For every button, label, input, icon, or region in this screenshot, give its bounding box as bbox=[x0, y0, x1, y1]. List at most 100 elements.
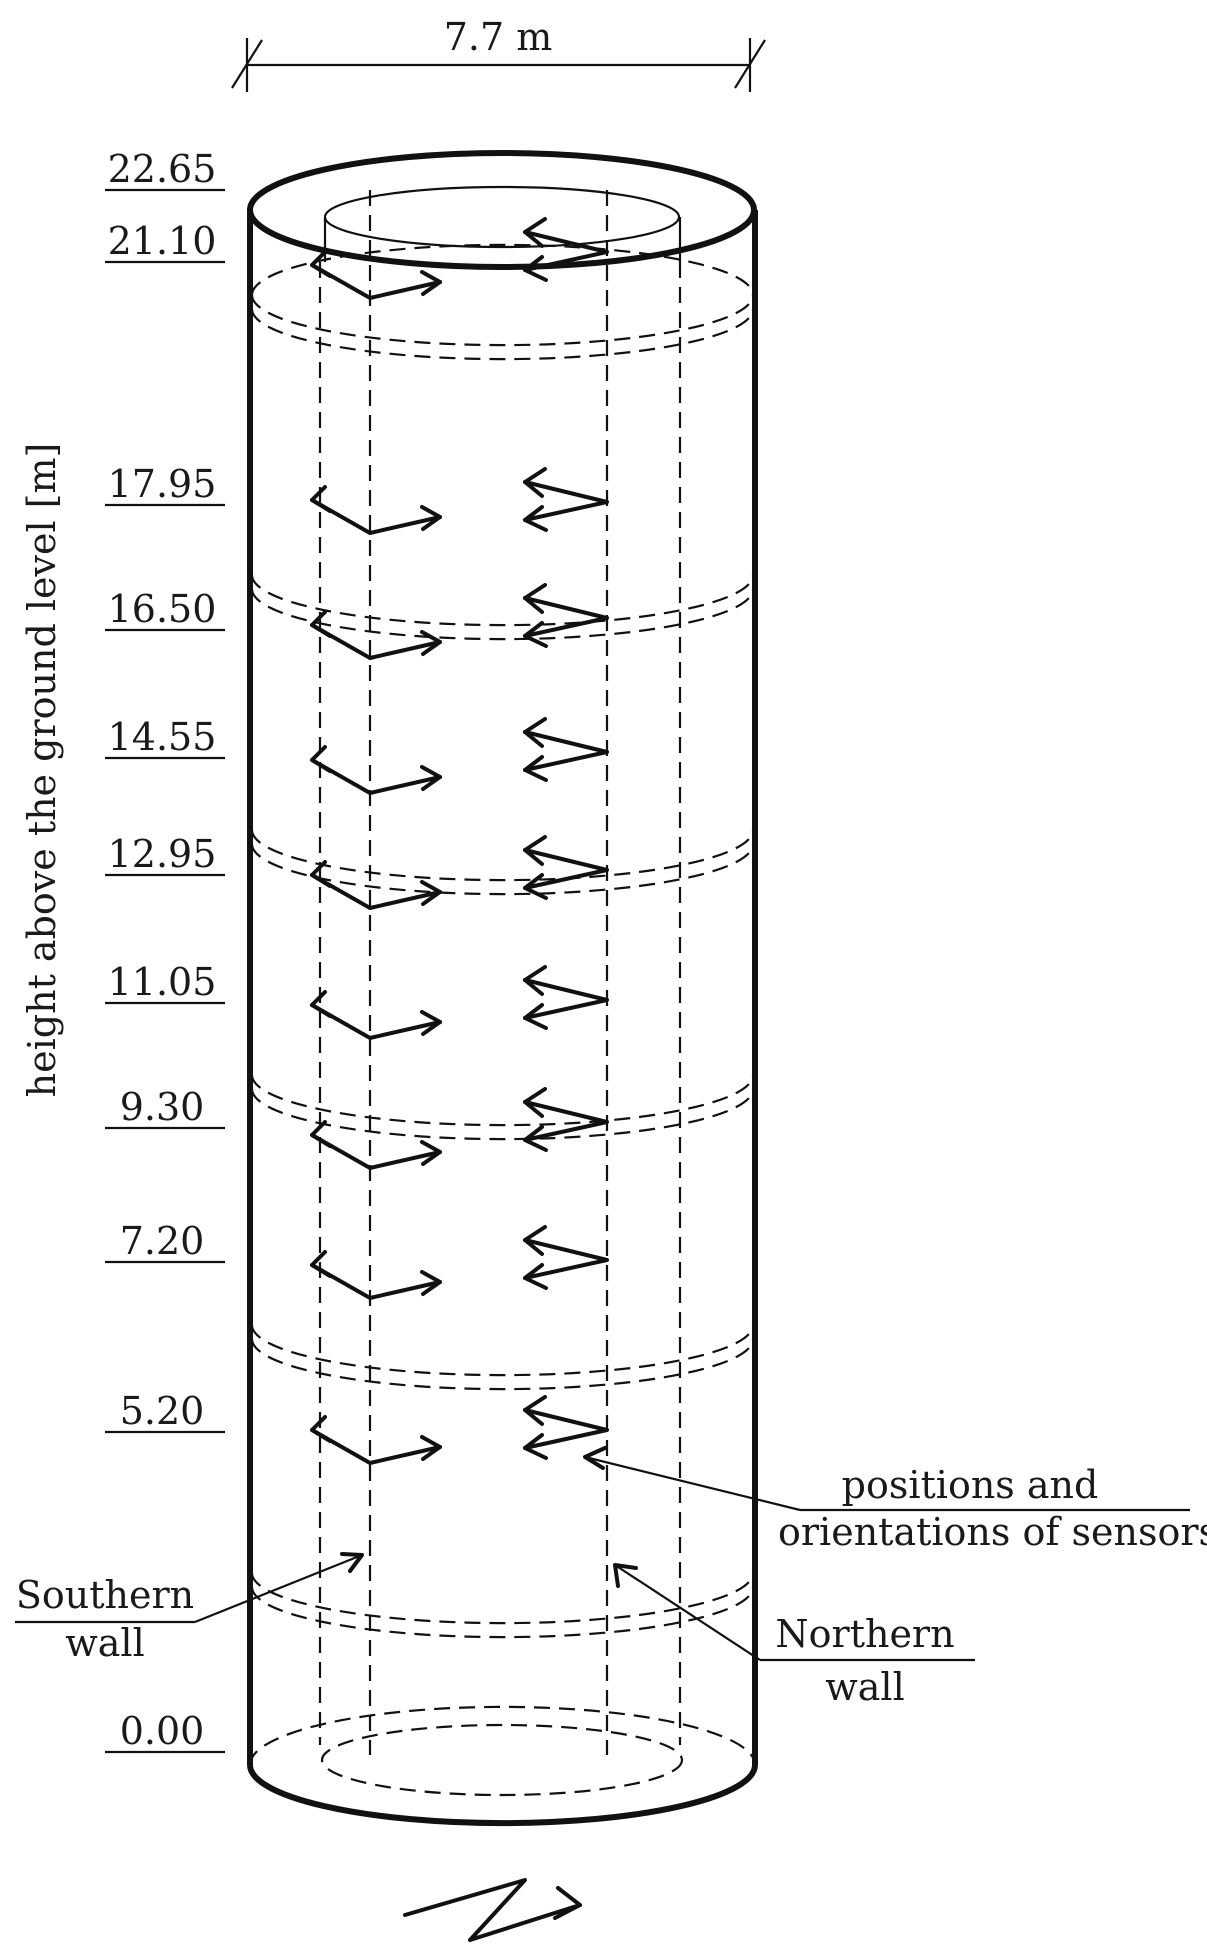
arrow-head bbox=[310, 860, 332, 888]
ring-band bbox=[250, 1338, 755, 1391]
sensor-arrow-south bbox=[310, 498, 442, 535]
level-label: 9.30 bbox=[120, 1085, 205, 1129]
sensor-arrow-north bbox=[523, 1408, 609, 1450]
arrow-head bbox=[523, 1263, 548, 1290]
arrow-head bbox=[310, 990, 332, 1018]
level-label: 21.10 bbox=[108, 219, 217, 263]
northern-label-line1: Northern bbox=[775, 1612, 954, 1656]
sensor-arrow-north bbox=[523, 848, 609, 890]
height-levels: 22.65 21.10 17.95 16.50 14.55 12.95 11.05 9.30 7… bbox=[105, 147, 225, 1754]
arrow-head bbox=[310, 485, 332, 513]
sensor-pair bbox=[310, 835, 609, 910]
northern-label-line2: wall bbox=[825, 1665, 905, 1709]
ring-band bbox=[250, 243, 755, 296]
sensor-pair bbox=[310, 583, 609, 660]
ring-band bbox=[250, 574, 755, 627]
ring-band bbox=[250, 294, 755, 347]
arrow-head bbox=[420, 270, 442, 296]
level-label: 7.20 bbox=[120, 1219, 205, 1263]
arrow-head bbox=[523, 873, 548, 900]
arrow-head bbox=[420, 1140, 442, 1166]
southern-label-line2: wall bbox=[65, 1621, 145, 1665]
ring-band bbox=[250, 829, 755, 882]
northern-wall-annotation: Northern wall bbox=[613, 1563, 975, 1709]
sensor-arrow-south bbox=[310, 758, 442, 795]
level-label: 14.55 bbox=[108, 715, 217, 759]
arrow-head bbox=[310, 745, 332, 773]
north-arrow-icon bbox=[403, 1878, 582, 1942]
arrow-head bbox=[523, 1087, 547, 1118]
sensor-arrow-north bbox=[523, 480, 609, 522]
level-label: 22.65 bbox=[108, 147, 217, 191]
width-label: 7.7 m bbox=[444, 15, 553, 59]
arrow-head bbox=[523, 1125, 548, 1152]
level-label: 11.05 bbox=[108, 960, 217, 1004]
arrow-head bbox=[523, 717, 547, 748]
ring-band bbox=[250, 1324, 755, 1377]
arrow-head bbox=[523, 1003, 548, 1030]
sensor-arrow-north bbox=[523, 1238, 609, 1280]
arrow-head bbox=[310, 1120, 332, 1148]
ring-band bbox=[250, 588, 755, 641]
level-label: 5.20 bbox=[120, 1389, 205, 1433]
arrow-head bbox=[523, 835, 547, 866]
arrow-head bbox=[523, 755, 548, 782]
arrow-head bbox=[420, 765, 442, 791]
sensor-arrow-north bbox=[523, 596, 609, 638]
sensor-arrow-south bbox=[310, 1133, 442, 1170]
level-label: 12.95 bbox=[108, 832, 217, 876]
southern-wall-annotation: Southern wall bbox=[15, 1552, 364, 1665]
sensor-arrow-north bbox=[523, 1100, 609, 1142]
arrow-head bbox=[523, 1225, 547, 1256]
sensor-arrow-south bbox=[310, 623, 442, 660]
arrow-head bbox=[523, 505, 548, 532]
sensors bbox=[310, 217, 609, 1465]
southern-label-line1: Southern bbox=[16, 1573, 194, 1617]
arrow-head bbox=[523, 467, 547, 498]
sensor-pair bbox=[310, 1087, 609, 1170]
arrow-head bbox=[523, 255, 548, 282]
arrow-head bbox=[523, 1433, 548, 1460]
arrow-head bbox=[523, 621, 548, 648]
silo-rings bbox=[250, 243, 755, 1639]
arrow-head bbox=[420, 1435, 442, 1461]
arrow-head bbox=[523, 965, 547, 996]
silo-body bbox=[247, 150, 758, 1827]
width-dimension: 7.7 m bbox=[231, 15, 766, 92]
ring-band bbox=[250, 1074, 755, 1127]
sensor-pair bbox=[310, 965, 609, 1040]
sensors-label-line2: orientations of sensors bbox=[778, 1510, 1207, 1554]
ring-band bbox=[250, 843, 755, 896]
ring-band bbox=[250, 1088, 755, 1141]
level-label: 0.00 bbox=[120, 1709, 205, 1753]
axis-label: height above the ground level [m] bbox=[20, 443, 64, 1098]
arrow-head bbox=[420, 630, 442, 656]
arrow-head bbox=[310, 1415, 332, 1443]
sensors-annotation: positions and orientations of sensors bbox=[583, 1446, 1207, 1554]
arrow-head bbox=[310, 1250, 332, 1278]
arrow-head bbox=[310, 610, 332, 638]
arrow-head bbox=[420, 1270, 442, 1296]
level-label: 17.95 bbox=[108, 462, 217, 506]
sensor-arrow-south bbox=[310, 263, 442, 300]
sensor-pair bbox=[310, 1225, 609, 1300]
sensor-pair bbox=[310, 217, 609, 300]
ring-band bbox=[250, 308, 755, 361]
sensor-arrow-south bbox=[310, 1003, 442, 1040]
sensor-arrow-north bbox=[523, 978, 609, 1020]
sensor-pair bbox=[310, 717, 609, 795]
sensor-arrow-south bbox=[310, 1428, 442, 1465]
arrow-head bbox=[523, 217, 547, 248]
arrow-head bbox=[310, 250, 332, 278]
ring-band bbox=[250, 1572, 755, 1625]
ring-band bbox=[250, 1586, 755, 1639]
level-label: 16.50 bbox=[108, 587, 217, 631]
sensor-arrow-north bbox=[523, 230, 609, 272]
arrow-head bbox=[523, 1395, 547, 1426]
sensor-arrow-north bbox=[523, 730, 609, 772]
arrow-head bbox=[523, 583, 547, 614]
arrow-head bbox=[420, 505, 442, 531]
sensor-pair bbox=[310, 1395, 609, 1465]
arrow-head bbox=[420, 1010, 442, 1036]
